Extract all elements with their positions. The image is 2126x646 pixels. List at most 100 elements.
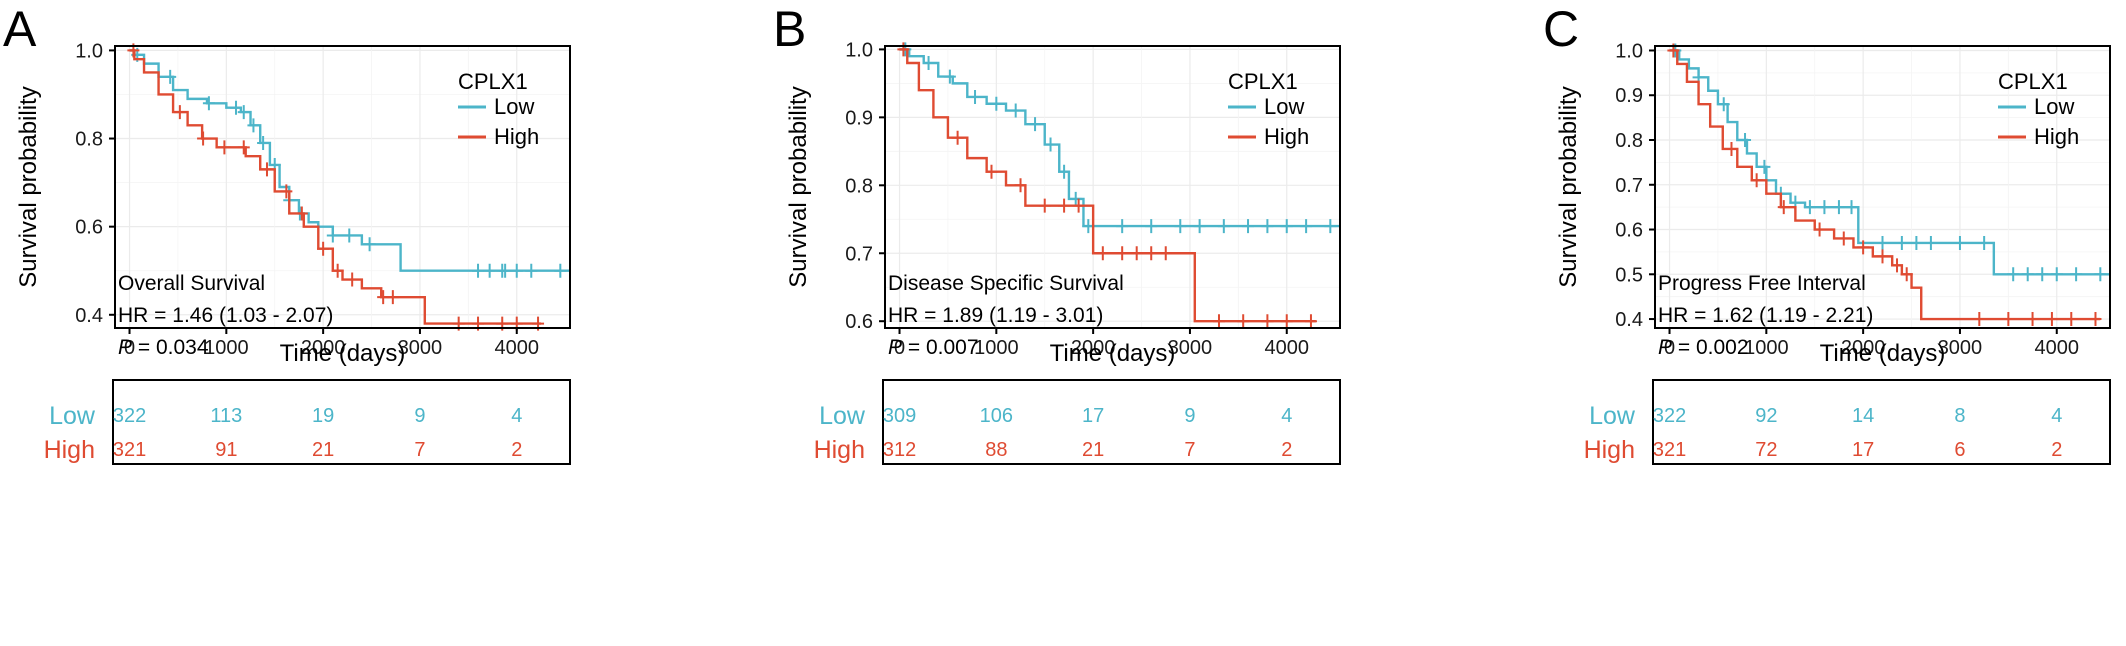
censor-mark-high: [1130, 246, 1143, 261]
risk-count: 91: [215, 439, 237, 461]
censor-mark-high: [1891, 258, 1904, 273]
risk-count: 19: [312, 405, 334, 427]
plot-area: [1655, 46, 2110, 328]
censor-mark-low: [2021, 267, 2034, 282]
risk-row-label-high: High: [814, 436, 865, 464]
x-tick-label: 2000: [1071, 337, 1116, 359]
censor-mark-high: [1096, 246, 1109, 261]
risk-count: 21: [1082, 439, 1104, 461]
risk-row-label-low: Low: [49, 402, 96, 430]
censor-mark-high: [1237, 314, 1250, 329]
x-axis-label: Time (days): [1820, 340, 1946, 367]
censor-mark-low: [230, 100, 243, 115]
censor-mark-low: [1845, 200, 1858, 215]
censor-mark-high: [280, 184, 293, 199]
y-tick-label: 1.0: [845, 39, 873, 61]
survival-type-label: Progress Free Interval: [1658, 272, 1866, 295]
risk-count: 9: [1184, 405, 1195, 427]
risk-count: 14: [1852, 405, 1874, 427]
y-tick-label: 0.8: [845, 175, 873, 197]
risk-count: 6: [1954, 439, 1965, 461]
censor-mark-high: [1973, 312, 1986, 327]
panel-label: B: [773, 1, 806, 57]
censor-mark-low: [1739, 133, 1752, 147]
censor-mark-low: [326, 228, 339, 243]
censor-mark-high: [386, 290, 399, 305]
censor-mark-low: [510, 263, 523, 278]
censor-mark-high: [260, 162, 273, 177]
censor-mark-low: [499, 263, 512, 278]
censor-mark-low: [969, 89, 982, 104]
risk-table-frame: [1652, 379, 2111, 465]
risk-count: 322: [1653, 405, 1686, 427]
censor-mark-low: [1953, 235, 1966, 250]
censor-mark-low: [1876, 235, 1889, 250]
censor-mark-low: [237, 105, 250, 120]
y-tick-label: 0.6: [75, 217, 103, 239]
y-tick-label: 0.9: [1615, 85, 1643, 107]
legend-title: CPLX1: [458, 69, 528, 94]
x-axis-label: Time (days): [280, 340, 406, 367]
censor-mark-high: [2089, 312, 2102, 327]
censor-mark-low: [2007, 267, 2020, 282]
y-axis-label: Survival probability: [15, 86, 42, 287]
y-axis-label: Survival probability: [1555, 86, 1582, 287]
risk-count: 2: [1281, 439, 1292, 461]
grid: [115, 46, 570, 328]
x-tick-label: 3000: [398, 337, 443, 359]
censor-mark-high: [1072, 198, 1085, 213]
risk-count: 321: [1653, 439, 1686, 461]
censor-mark-low: [554, 263, 567, 278]
censor-mark-low: [483, 263, 496, 278]
y-tick-label: 0.8: [1615, 130, 1643, 152]
x-tick-label: 4000: [495, 337, 540, 359]
risk-count: 4: [1281, 405, 1292, 427]
censor-mark-high: [218, 140, 231, 155]
p-value: = 0.007: [902, 336, 978, 359]
censor-mark-low: [472, 263, 485, 278]
x-tick-label: 2000: [301, 337, 346, 359]
censor-mark-low: [1280, 219, 1293, 234]
x-tick-label: 4000: [1265, 337, 1310, 359]
risk-count: 9: [414, 405, 425, 427]
censor-mark-low: [1217, 219, 1230, 234]
y-tick-label: 0.9: [845, 107, 873, 129]
plot-frame: [114, 45, 571, 329]
legend-title: CPLX1: [1998, 69, 2068, 94]
censor-mark-low: [257, 135, 270, 150]
censor-mark-low: [1174, 219, 1187, 234]
legend-label-high: High: [494, 124, 539, 149]
risk-table: Low 322 113 19 9 4 High 321 91 21 7 2: [44, 379, 571, 465]
censor-mark-low: [1717, 97, 1730, 112]
x-tick-label: 2000: [1841, 337, 1886, 359]
panel-b: B 0.6 0.7 0.8 0.9 1.0 0 1000 2000 3000 4000 Time (d…: [773, 1, 1341, 465]
risk-count: 21: [312, 439, 334, 461]
censor-mark-low: [1009, 103, 1022, 118]
panel-a: A 0.4 0.6 0.8 1.0 0 1000 2000 3000 4000 Time (days…: [3, 1, 571, 465]
km-curve-high: [899, 48, 1316, 323]
censor-mark-low: [1029, 117, 1042, 132]
censor-mark-low: [1193, 219, 1206, 234]
censor-mark-low: [1924, 235, 1937, 250]
censor-mark-low: [1758, 159, 1771, 174]
risk-table: Low 309 106 17 9 4 High 312 88 21 7 2: [814, 379, 1341, 465]
censor-mark-high: [2045, 312, 2058, 327]
risk-row-label-high: High: [44, 436, 95, 464]
censor-mark-high: [897, 42, 910, 57]
risk-row-label-high: High: [1584, 436, 1635, 464]
plot-frame: [1654, 45, 2111, 329]
censor-mark-low: [1978, 235, 1991, 250]
panel-label: A: [3, 1, 37, 57]
y-tick-label: 0.4: [1615, 309, 1643, 331]
censor-mark-high: [985, 164, 998, 179]
risk-count: 322: [113, 405, 146, 427]
censor-mark-high: [1857, 240, 1870, 255]
censor-mark-low: [1044, 137, 1057, 152]
censor-mark-low: [1116, 219, 1129, 234]
risk-table-frame: [112, 379, 571, 465]
x-axis-label: Time (days): [1050, 340, 1176, 367]
survival-type-label: Overall Survival: [118, 272, 265, 295]
censor-mark-low: [1818, 200, 1831, 215]
